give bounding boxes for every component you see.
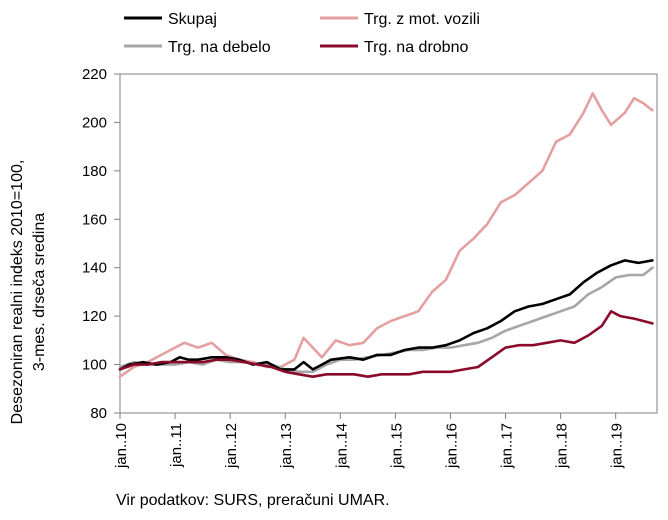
x-tick-label: jan..14 [333, 423, 350, 469]
series-lines [118, 92, 654, 379]
x-tick-label: jan..10 [113, 423, 130, 469]
legend-label-1: Skupaj [168, 11, 217, 28]
plot-border [119, 73, 658, 414]
series-line-4 [118, 309, 654, 379]
y-tick-label: 200 [82, 114, 107, 131]
x-tick-label: jan..18 [554, 423, 571, 469]
x-axis: jan..10 jan..11 jan..12 jan..13 jan..14 jan..… [113, 413, 626, 469]
x-tick-label: jan..16 [443, 423, 460, 469]
y-tick-label: 80 [90, 405, 107, 422]
x-tick-label: jan..15 [388, 423, 405, 469]
y-tick-label: 140 [82, 260, 107, 277]
x-tick-label: jan..13 [278, 423, 295, 469]
y-axis: 80 100 120 140 160 180 200 220 [82, 66, 120, 422]
legend: Skupaj Trg. z mot. vozili Trg. na debelo Tr… [124, 11, 480, 56]
y-tick-label: 120 [82, 308, 107, 325]
x-tick-label: jan..17 [499, 423, 516, 469]
y-tick-label: 100 [82, 357, 107, 374]
y-axis-label-line-1: Desezoniran realni indeks 2010=100, [9, 160, 26, 425]
series-line-1 [118, 259, 654, 371]
y-axis-label-line-2: 3-mes. drseča sredina [31, 213, 48, 371]
y-tick-label: 220 [82, 66, 107, 83]
legend-label-4: Trg. na drobno [364, 39, 468, 56]
source-note: Vir podatkov: SURS, preračuni UMAR. [116, 492, 390, 509]
plot-frame [119, 73, 658, 414]
legend-label-3: Trg. na debelo [168, 39, 271, 56]
y-tick-label: 160 [82, 211, 107, 228]
x-tick-label: jan..11 [168, 423, 185, 468]
legend-label-2: Trg. z mot. vozili [364, 11, 480, 28]
y-tick-label: 180 [82, 163, 107, 180]
x-tick-label: jan..19 [609, 423, 626, 469]
series-line-2 [118, 92, 654, 379]
x-tick-label: jan..12 [223, 423, 240, 469]
